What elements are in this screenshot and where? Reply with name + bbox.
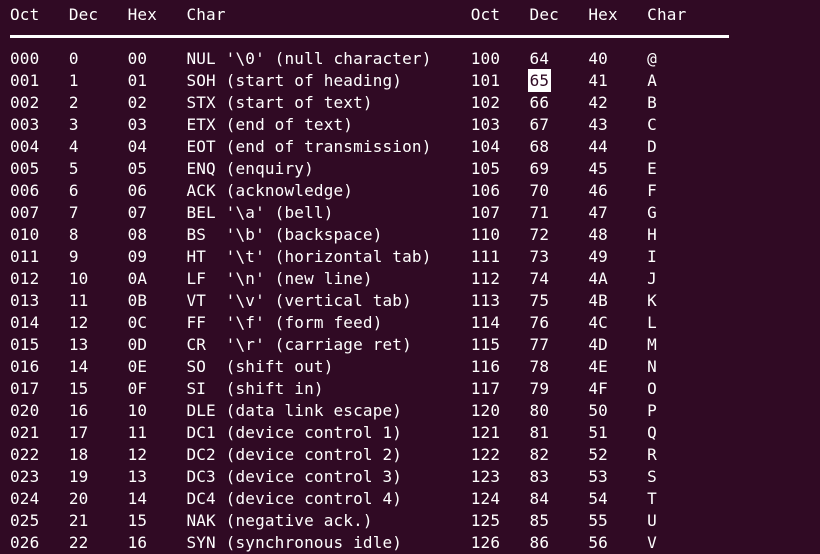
table-row: 025 21 15 NAK (negative ack.) 125 85 55 …: [10, 511, 657, 530]
table-row: 014 12 0C FF '\f' (form feed) 114 76 4C …: [10, 313, 657, 332]
table-row: 013 11 0B VT '\v' (vertical tab) 113 75 …: [10, 291, 657, 310]
header-rule-line: [10, 35, 729, 38]
table-row: 007 7 07 BEL '\a' (bell) 107 71 47 G: [10, 203, 657, 222]
table-row: 012 10 0A LF '\n' (new line) 112 74 4A J: [10, 269, 657, 288]
table-row: 011 9 09 HT '\t' (horizontal tab) 111 73…: [10, 247, 657, 266]
table-row: 021 17 11 DC1 (device control 1) 121 81 …: [10, 423, 657, 442]
table-row: 002 2 02 STX (start of text) 102 66 42 B: [10, 93, 657, 112]
search-match-highlight: 65: [527, 69, 552, 92]
table-row: 023 19 13 DC3 (device control 3) 123 83 …: [10, 467, 657, 486]
table-row: 001 1 01 SOH (start of heading) 101 65 4…: [10, 69, 658, 92]
table-row: 022 18 12 DC2 (device control 2) 122 82 …: [10, 445, 657, 464]
table-row: 024 20 14 DC4 (device control 4) 124 84 …: [10, 489, 657, 508]
table-row: 005 5 05 ENQ (enquiry) 105 69 45 E: [10, 159, 657, 178]
table-row: 017 15 0F SI (shift in) 117 79 4F O: [10, 379, 657, 398]
table-row: 000 0 00 NUL '\0' (null character) 100 6…: [10, 49, 657, 68]
table-row: 020 16 10 DLE (data link escape) 120 80 …: [10, 401, 657, 420]
table-row: 015 13 0D CR '\r' (carriage ret) 115 77 …: [10, 335, 657, 354]
table-row: 010 8 08 BS '\b' (backspace) 110 72 48 H: [10, 225, 657, 244]
table-row: 003 3 03 ETX (end of text) 103 67 43 C: [10, 115, 657, 134]
ascii-table-body: 000 0 00 NUL '\0' (null character) 100 6…: [10, 48, 820, 554]
table-row: 006 6 06 ACK (acknowledge) 106 70 46 F: [10, 181, 657, 200]
ascii-table-header-row: Oct Dec Hex Char Oct Dec Hex Char: [10, 5, 687, 24]
table-row: 026 22 16 SYN (synchronous idle) 126 86 …: [10, 533, 657, 552]
table-row: 016 14 0E SO (shift out) 116 78 4E N: [10, 357, 657, 376]
header-rule-row: [10, 26, 820, 48]
table-row: 004 4 04 EOT (end of transmission) 104 6…: [10, 137, 657, 156]
